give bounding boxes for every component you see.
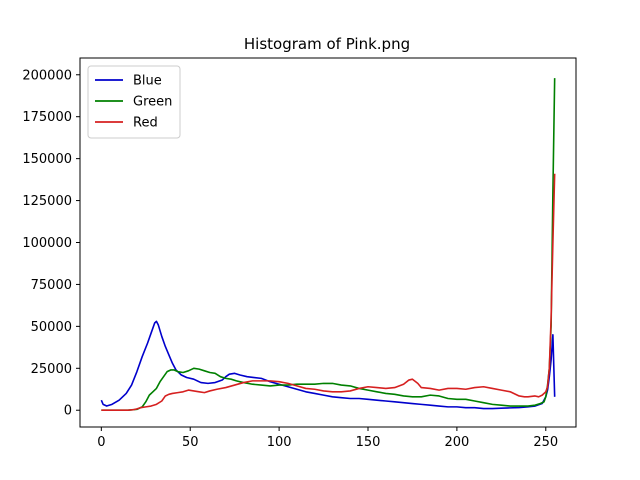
y-tick-label: 0	[64, 404, 72, 419]
legend-label-blue: Blue	[133, 74, 162, 89]
y-tick-label: 75000	[31, 278, 72, 293]
legend-label-green: Green	[133, 95, 172, 110]
y-tick-label: 175000	[22, 110, 72, 125]
y-tick-label: 25000	[31, 362, 72, 377]
x-tick-label: 50	[182, 435, 199, 450]
y-tick-label: 150000	[22, 152, 72, 167]
x-tick-label: 0	[97, 435, 105, 450]
y-tick-label: 100000	[22, 236, 72, 251]
x-tick-label: 250	[533, 435, 558, 450]
series-line-blue	[100, 320, 556, 410]
y-axis: 0 25000 50000 75000 100000 125000 150000 175000…	[22, 68, 80, 419]
x-tick-label: 200	[444, 435, 469, 450]
series-line-red	[101, 173, 556, 412]
x-axis: 0 50 100 150 200 250	[97, 427, 558, 450]
series-line-green	[101, 78, 556, 412]
y-tick-label: 50000	[31, 320, 72, 335]
y-tick-label: 200000	[22, 68, 72, 83]
chart-title: Histogram of Pink.png	[244, 35, 410, 53]
series-lines	[100, 78, 556, 412]
y-tick-label: 125000	[22, 194, 72, 209]
legend: Blue Green Red	[87, 65, 181, 139]
x-tick-label: 100	[267, 435, 292, 450]
legend-box	[87, 65, 181, 139]
x-tick-label: 150	[356, 435, 381, 450]
legend-label-red: Red	[133, 116, 158, 131]
